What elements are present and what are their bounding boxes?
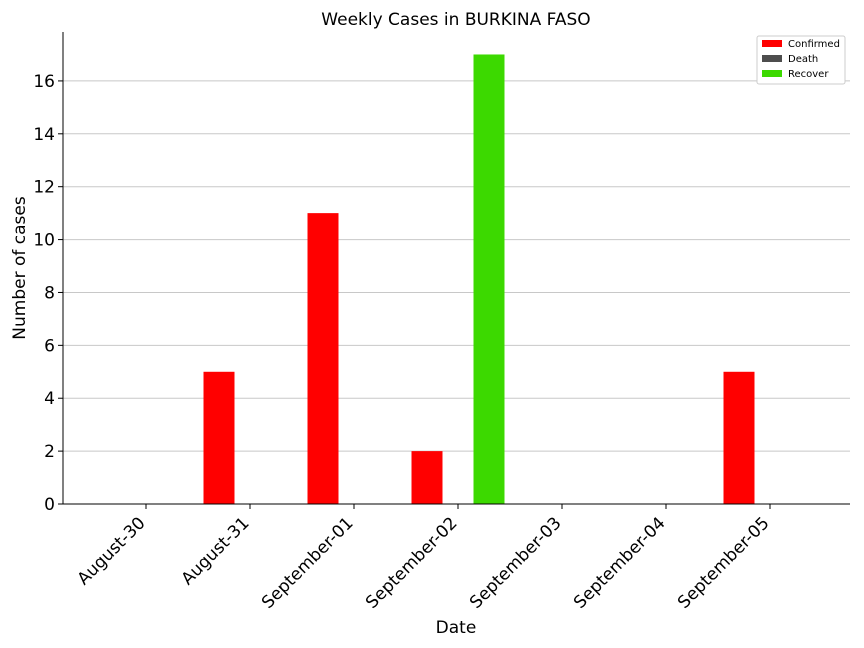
x-ticks: August-30 August-31 September-01 September-…	[74, 504, 774, 613]
axes	[62, 32, 850, 505]
x-tick-label: September-05	[674, 513, 773, 612]
legend-swatch	[762, 40, 782, 47]
legend-label: Death	[788, 54, 818, 65]
y-tick-label: 16	[33, 72, 55, 92]
bars	[203, 54, 755, 504]
y-tick-label: 8	[44, 283, 55, 303]
bar-recover	[473, 54, 505, 504]
y-tick-label: 12	[33, 178, 55, 198]
bar-confirmed	[203, 371, 235, 504]
legend-swatch	[762, 55, 782, 62]
y-tick-label: 2	[44, 442, 55, 462]
y-tick-label: 6	[44, 336, 55, 356]
y-tick-label: 4	[44, 389, 55, 409]
x-tick-label: September-04	[570, 513, 669, 612]
bar-confirmed	[307, 213, 339, 504]
y-axis-label: Number of cases	[10, 196, 30, 340]
legend-swatch	[762, 70, 782, 77]
x-tick-label: September-03	[466, 513, 565, 612]
legend-label: Confirmed	[788, 39, 840, 50]
legend: Confirmed Death Recover	[756, 35, 846, 85]
y-ticks: 0 2 4 6 8 10 12 14 16	[33, 72, 63, 515]
y-tick-label: 0	[44, 495, 55, 515]
y-tick-label: 10	[33, 231, 55, 251]
chart-title: Weekly Cases in BURKINA FASO	[321, 10, 590, 30]
grid	[63, 80, 850, 505]
x-tick-label: September-01	[258, 513, 357, 612]
bar-confirmed	[723, 371, 755, 504]
x-tick-label: August-31	[178, 513, 254, 589]
x-tick-label: September-02	[362, 513, 461, 612]
x-tick-label: August-30	[74, 513, 150, 589]
y-tick-label: 14	[33, 125, 55, 145]
bar-confirmed	[411, 451, 443, 504]
x-axis-label: Date	[436, 618, 477, 638]
legend-label: Recover	[788, 69, 829, 80]
